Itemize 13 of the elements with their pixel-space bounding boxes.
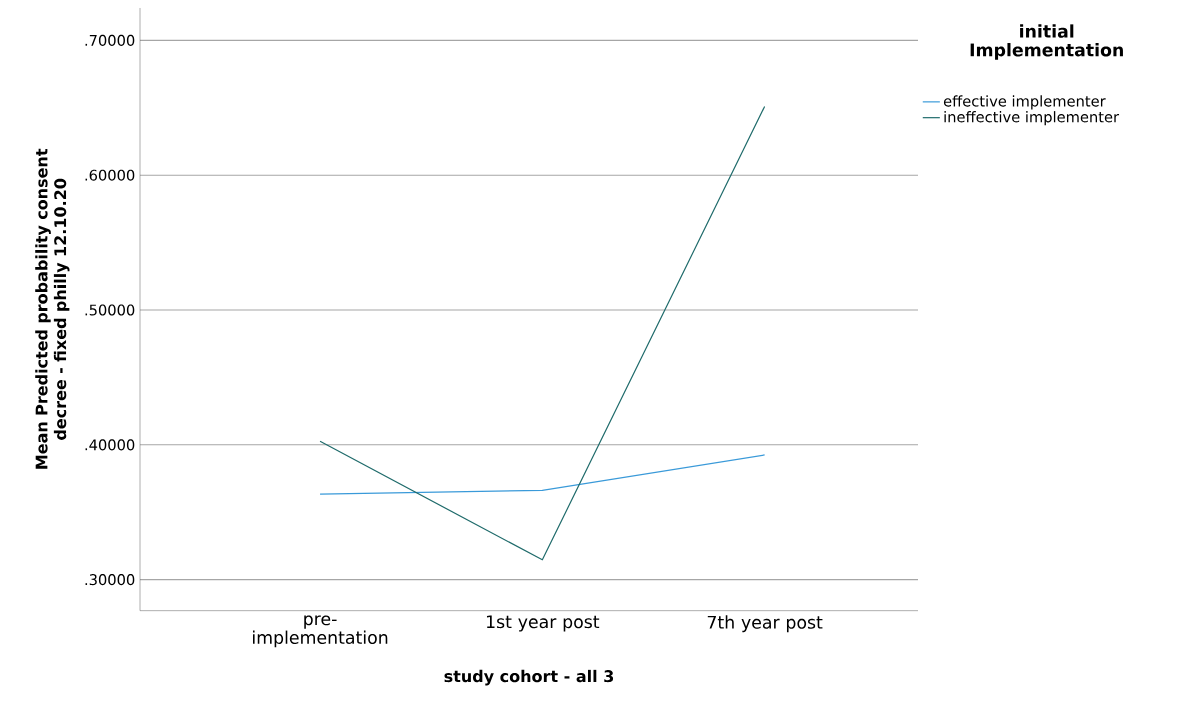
legend-label: effective implementer xyxy=(943,95,1106,110)
legend-label: ineffective implementer xyxy=(944,111,1120,126)
legend-title: initial Implementation xyxy=(970,24,1123,60)
y-tick-label: .60000 xyxy=(85,169,135,181)
y-tick-label: .40000 xyxy=(85,439,135,451)
y-tick-label: .70000 xyxy=(85,34,135,46)
x-tick-label: 1st year post xyxy=(486,615,600,632)
y-axis-title: Mean Predicted probability consent decree - fixed philly 12.10.20 xyxy=(35,148,70,469)
y-tick-label: .30000 xyxy=(85,574,135,586)
x-axis-title: study cohort - all 3 xyxy=(444,669,614,686)
x-tick-label: 7th year post xyxy=(707,615,823,633)
x-tick-label: pre-implementation xyxy=(253,615,388,648)
y-tick-label: .50000 xyxy=(85,304,135,316)
